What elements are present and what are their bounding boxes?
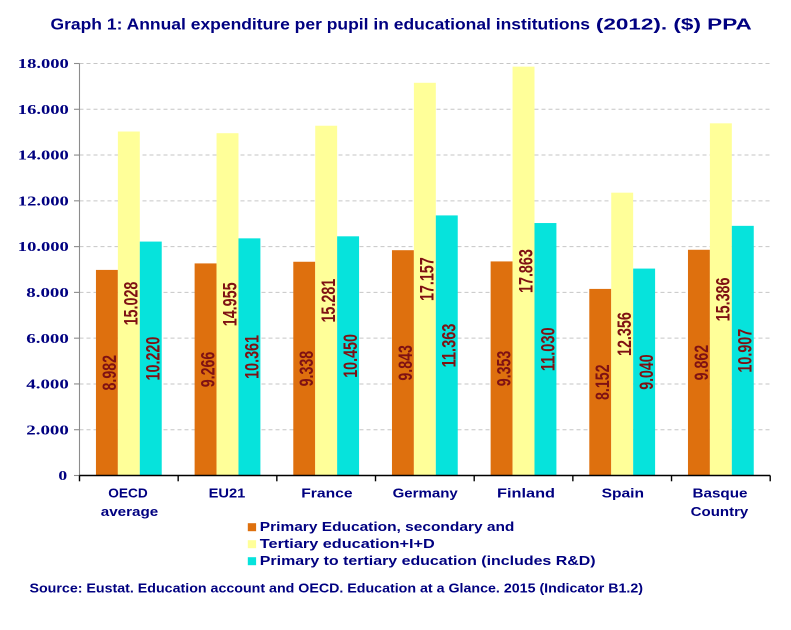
svg-text:9.353: 9.353 xyxy=(493,351,515,387)
svg-text:9.040: 9.040 xyxy=(636,354,658,390)
svg-text:11.030: 11.030 xyxy=(537,327,559,371)
svg-text:16.000: 16.000 xyxy=(18,103,69,118)
svg-text:EU21: EU21 xyxy=(209,486,246,501)
svg-text:14.000: 14.000 xyxy=(18,149,69,164)
svg-text:10.220: 10.220 xyxy=(143,337,165,381)
svg-text:15.386: 15.386 xyxy=(713,277,735,321)
svg-text:14.955: 14.955 xyxy=(219,282,241,326)
svg-text:17.157: 17.157 xyxy=(417,257,439,301)
svg-text:18.000: 18.000 xyxy=(18,57,69,72)
svg-text:Primary to tertiary education: Primary to tertiary education (includes … xyxy=(260,553,596,568)
svg-text:15.281: 15.281 xyxy=(318,279,340,323)
svg-text:Country: Country xyxy=(691,504,750,519)
svg-text:6.000: 6.000 xyxy=(26,332,69,347)
svg-text:10.450: 10.450 xyxy=(340,334,362,378)
svg-text:9.338: 9.338 xyxy=(296,351,318,387)
svg-text:France: France xyxy=(301,486,352,501)
svg-text:10.361: 10.361 xyxy=(241,335,263,379)
svg-text:12.000: 12.000 xyxy=(18,194,69,209)
svg-text:10.907: 10.907 xyxy=(735,329,757,373)
svg-text:Finland: Finland xyxy=(497,486,555,501)
svg-text:2.000: 2.000 xyxy=(26,423,69,438)
svg-text:9.862: 9.862 xyxy=(691,345,713,381)
svg-text:15.028: 15.028 xyxy=(121,282,143,326)
svg-text:8.982: 8.982 xyxy=(99,355,121,391)
svg-text:12.356: 12.356 xyxy=(614,312,636,356)
svg-text:10.000: 10.000 xyxy=(18,240,69,255)
svg-text:Source: Eustat. Education acco: Source: Eustat. Education account and OE… xyxy=(30,580,644,595)
svg-text:Tertiary education+I+D: Tertiary education+I+D xyxy=(260,536,435,551)
svg-text:Graph 1: Annual expenditure pe: Graph 1: Annual expenditure per pupil in… xyxy=(51,17,591,34)
svg-text:9.843: 9.843 xyxy=(395,345,417,381)
svg-text:(2012). ($) PPA: (2012). ($) PPA xyxy=(596,17,752,34)
svg-text:9.266: 9.266 xyxy=(197,352,219,388)
svg-text:Basque: Basque xyxy=(693,486,748,501)
svg-text:8.152: 8.152 xyxy=(592,364,614,400)
svg-text:OECD: OECD xyxy=(108,486,147,501)
svg-text:Spain: Spain xyxy=(602,486,645,501)
svg-text:average: average xyxy=(101,504,159,519)
svg-text:8.000: 8.000 xyxy=(26,286,69,301)
svg-text:11.363: 11.363 xyxy=(439,323,461,367)
svg-text:4.000: 4.000 xyxy=(26,378,69,393)
svg-text:Germany: Germany xyxy=(393,486,459,501)
svg-text:0: 0 xyxy=(58,469,67,484)
svg-text:Primary Education, secondary a: Primary Education, secondary and xyxy=(260,519,515,534)
svg-text:17.863: 17.863 xyxy=(515,249,537,293)
